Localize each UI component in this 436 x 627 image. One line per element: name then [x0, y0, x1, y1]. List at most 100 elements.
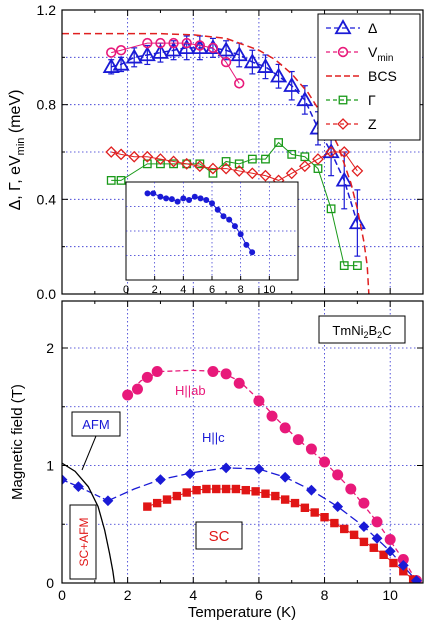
- h-c-point: [184, 468, 196, 480]
- delta-point: [151, 43, 170, 59]
- z-point: [128, 150, 141, 163]
- delta-point: [243, 53, 261, 69]
- legend-label: Vmin: [368, 44, 393, 64]
- inset-point: [243, 241, 250, 248]
- inset-xtick-label: 0: [123, 284, 129, 296]
- h-c-point: [306, 484, 317, 496]
- bottom-xlabel: Temperature (K): [188, 604, 296, 621]
- inset-xtick-label: 10: [263, 284, 275, 296]
- inset-xtick-label: 8: [238, 284, 244, 296]
- sc-point: [221, 484, 231, 494]
- compound-label: TmNi2B2C: [332, 323, 391, 340]
- inset-point: [209, 200, 215, 207]
- sc-point: [310, 508, 319, 517]
- vmin-point: [181, 37, 192, 49]
- bottom-ytick-label: 2: [46, 340, 54, 356]
- sc-point: [152, 498, 162, 508]
- afm-box: [71, 411, 121, 437]
- inset-point: [163, 195, 170, 202]
- gamma-point: [326, 204, 336, 214]
- h-ab-point: [253, 395, 265, 407]
- h-c-guide-low: [62, 479, 109, 502]
- gamma-point: [287, 149, 297, 159]
- h-c-point: [332, 501, 344, 513]
- afm-boundary: [62, 462, 116, 583]
- h-ab-point: [279, 422, 291, 434]
- sc-point: [349, 530, 359, 540]
- top-panel: 0.0 0.4 0.8 1.2 Δ, Γ, eVmin (meV) Δ Vmin BCS Γ…: [7, 2, 424, 302]
- delta-point: [296, 91, 314, 107]
- z-point: [285, 167, 298, 180]
- top-ytick-label: 0.8: [37, 97, 57, 113]
- inset-xtick-label: 2: [152, 284, 158, 296]
- sc-point: [340, 524, 349, 534]
- legend-label: Z: [368, 116, 377, 132]
- vmin-point: [168, 37, 179, 49]
- bottom-xtick-label: 4: [189, 587, 197, 603]
- delta-point: [270, 67, 288, 83]
- z-point: [325, 146, 338, 158]
- inset-point: [237, 231, 244, 238]
- bottom-panel: 0 1 2 0 2 4 6 8 10 Magnetic field (T) Temperatur…: [9, 300, 424, 621]
- gamma-point: [261, 154, 270, 164]
- sc-point: [389, 558, 398, 568]
- gamma-point: [182, 159, 192, 169]
- legend-marker: [338, 95, 348, 105]
- compound-box: [318, 315, 406, 344]
- inset-point: [191, 193, 198, 200]
- top-legend: Δ Vmin BCS ΓZ: [317, 13, 421, 141]
- sc-point: [300, 503, 310, 512]
- bottom-frame: [61, 300, 424, 584]
- h-ab-point: [122, 389, 134, 401]
- gamma-point: [247, 154, 257, 164]
- bottom-xtick-label: 2: [124, 587, 132, 603]
- afm-pointer: [81, 435, 97, 471]
- sc-point: [271, 491, 280, 501]
- inset-point: [157, 193, 164, 200]
- delta-point: [178, 39, 196, 55]
- h-ab-point: [151, 366, 163, 377]
- top-ytick-label: 0.4: [37, 191, 57, 207]
- bottom-xtick-label: 6: [255, 587, 263, 603]
- z-point: [259, 169, 272, 182]
- sc-point: [241, 485, 250, 495]
- delta-point: [112, 55, 130, 71]
- z-point: [141, 150, 154, 163]
- inset-point: [214, 206, 221, 213]
- inset-point: [150, 190, 157, 197]
- sc-label: SC: [209, 528, 230, 545]
- gamma-point: [339, 261, 349, 271]
- legend-box: [317, 13, 421, 141]
- afm-label: AFM: [82, 417, 109, 432]
- delta-point: [165, 41, 183, 57]
- sc-box: [195, 521, 243, 550]
- sc-point: [172, 491, 182, 501]
- inset-point: [249, 249, 256, 256]
- h-ab-point: [207, 366, 219, 377]
- vmin-point: [106, 47, 117, 58]
- inset-point: [197, 195, 204, 202]
- h-ab-point: [384, 534, 396, 546]
- gamma-point: [169, 159, 178, 169]
- sc-point: [379, 550, 388, 559]
- z-point: [180, 157, 193, 170]
- bottom-ticks: 0 1 2 0 2 4 6 8 10: [46, 301, 424, 603]
- vmin-point: [207, 42, 219, 54]
- h-ab-point: [319, 456, 331, 468]
- sc-point: [280, 495, 290, 504]
- h-ab-point: [305, 443, 317, 455]
- h-ab-label: H||ab: [175, 383, 206, 398]
- h-c-point: [358, 521, 370, 532]
- h-c-point: [411, 575, 422, 583]
- z-point: [115, 148, 127, 161]
- gamma-point: [156, 159, 165, 169]
- sc-point: [231, 484, 241, 494]
- vmin-line: [111, 42, 240, 84]
- sc-afm-label: SC+AFM: [77, 517, 91, 566]
- z-point: [105, 146, 118, 158]
- z-point: [298, 160, 311, 173]
- h-c-label: H||c: [202, 430, 225, 445]
- z-point: [233, 165, 246, 177]
- h-c-point: [371, 532, 383, 544]
